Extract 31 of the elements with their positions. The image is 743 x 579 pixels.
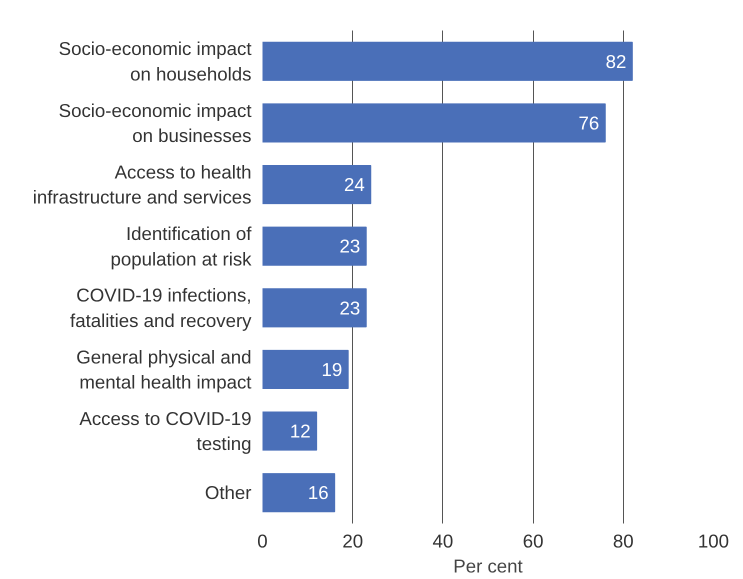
x-tick-label: 20 [342,530,364,552]
bar [262,42,633,81]
bar [262,473,336,512]
bar [262,164,372,204]
y-tick-label: Socio-economic impact on households [58,38,252,84]
y-tick-label: Access to health infrastructure and services [32,161,252,208]
bar [262,103,606,143]
data-label: 82 [606,50,626,72]
y-tick-label: COVID-19 infections, fatalities and recovery [70,284,252,331]
x-tick-label: 60 [522,530,544,552]
x-tick-label: 0 [257,530,268,552]
y-tick-label: Socio-economic impact on businesses [58,100,252,146]
x-axis-title: Per cent [453,556,524,576]
bar [262,350,349,390]
x-tick-label: 40 [432,530,454,552]
data-label: 23 [339,236,360,257]
bar [262,226,367,266]
x-tick-label: 80 [612,530,634,552]
data-label: 12 [290,420,311,442]
y-tick-label: General physical and mental health impact [76,346,252,393]
data-label: 16 [308,482,329,504]
data-label: 76 [578,112,600,134]
x-tick-label: 100 [698,530,730,552]
y-tick-label: Access to COVID-19 testing [79,408,252,454]
y-tick-label: Other [204,482,252,504]
bar [262,288,367,328]
data-label: 19 [321,358,342,380]
bar [262,411,318,451]
data-label: 24 [344,174,365,196]
data-label: 23 [339,297,360,318]
y-tick-label: Identification of population at risk [110,223,252,270]
